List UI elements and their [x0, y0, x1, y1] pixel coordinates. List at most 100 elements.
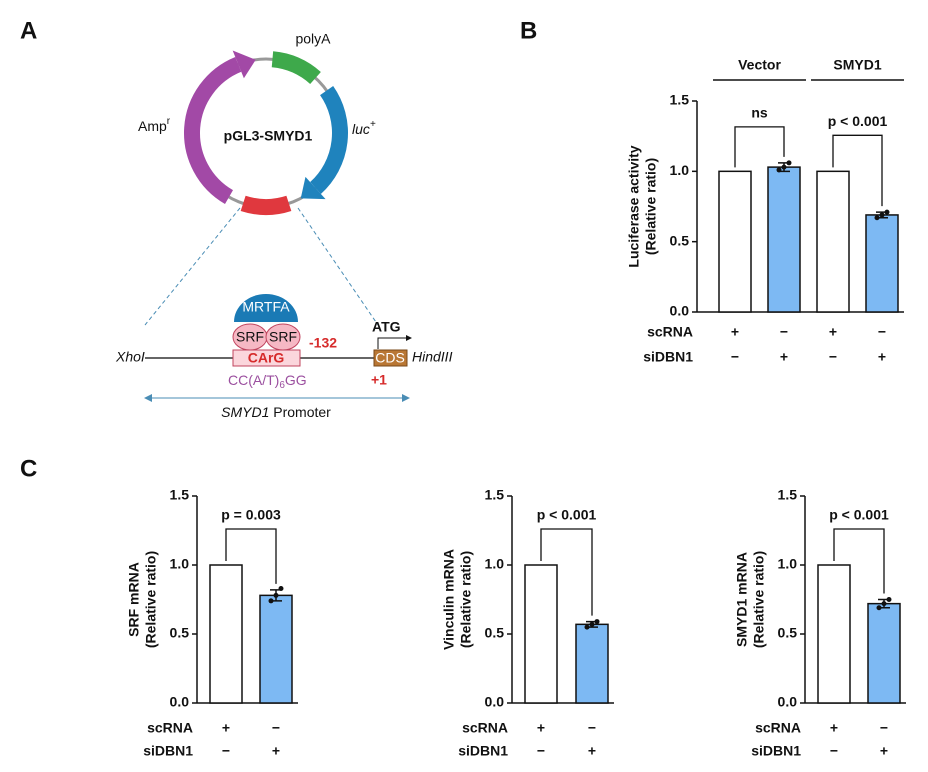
significance-bracket [540, 528, 593, 616]
y-axis-label: (Relative ratio) [143, 551, 159, 648]
condition-sign: + [272, 743, 280, 759]
label: polyA [295, 31, 331, 47]
condition-label: scRNA [755, 720, 801, 736]
significance-label: p < 0.001 [828, 113, 888, 129]
bar [816, 170, 850, 313]
y-axis-label: (Relative ratio) [458, 551, 474, 648]
condition-label: siDBN1 [458, 743, 508, 759]
label: Ampr [138, 116, 171, 134]
bar [209, 564, 243, 704]
condition-label: siDBN1 [143, 743, 193, 759]
condition-sign: + [588, 743, 596, 759]
label: SMYD1 Promoter [221, 404, 331, 420]
condition-sign: − [272, 720, 280, 736]
data-point [876, 605, 882, 611]
condition-sign: + [222, 720, 230, 736]
y-tick-label: 0.5 [170, 625, 190, 641]
label: luc [352, 121, 370, 137]
y-tick-label: 0.0 [485, 694, 505, 710]
label: 6 [279, 380, 285, 391]
data-point [776, 167, 782, 173]
y-tick-label: 1.0 [485, 556, 505, 572]
y-axis-label: Vinculin mRNA [441, 549, 457, 650]
condition-sign: − [780, 324, 788, 340]
y-tick-label: 1.5 [485, 487, 505, 503]
condition-sign: + [537, 720, 545, 736]
label: -132 [309, 335, 337, 351]
group-label: SMYD1 [833, 57, 881, 73]
y-tick-label: 1.5 [670, 92, 690, 108]
y-tick-label: 0.5 [485, 625, 505, 641]
y-tick-label: 1.5 [778, 487, 798, 503]
label: +1 [371, 372, 387, 388]
zoom-line [297, 207, 379, 326]
y-axis-label: SMYD1 mRNA [734, 552, 750, 647]
data-point [589, 621, 595, 627]
panel-label: C [20, 455, 37, 482]
condition-sign: + [731, 324, 739, 340]
plasmid-map [184, 50, 348, 215]
bar [867, 602, 901, 704]
significance-bracket [833, 528, 885, 594]
condition-sign: + [878, 349, 886, 365]
bar [718, 170, 752, 313]
label: CDS [375, 350, 405, 366]
data-point [278, 585, 284, 591]
promoter-segment [240, 195, 292, 215]
y-tick-label: 0.0 [670, 303, 690, 319]
bar [817, 564, 851, 704]
bar [524, 564, 558, 704]
label: luc+ [352, 119, 376, 137]
luc-segment [300, 176, 326, 200]
label: SRF [269, 329, 297, 345]
polya-segment [271, 51, 321, 85]
data-point [584, 624, 590, 630]
group-label: Vector [738, 57, 781, 73]
condition-label: scRNA [647, 324, 693, 340]
tss-arrow [406, 335, 412, 341]
data-point [879, 212, 885, 218]
tss-arrow [377, 337, 406, 349]
y-tick-label: 0.0 [170, 694, 190, 710]
y-tick-label: 0.0 [778, 694, 798, 710]
condition-sign: + [880, 743, 888, 759]
bar [259, 594, 293, 704]
label: GG [285, 372, 307, 388]
y-tick-label: 0.5 [670, 232, 690, 248]
zoom-line [144, 207, 241, 326]
condition-sign: − [222, 743, 230, 759]
label: HindIII [412, 349, 453, 365]
condition-sign: + [829, 324, 837, 340]
label: MRTFA [242, 299, 290, 315]
amp-segment [232, 50, 256, 79]
condition-label: siDBN1 [751, 743, 801, 759]
y-tick-label: 1.0 [170, 556, 190, 572]
data-point [268, 598, 274, 604]
significance-bracket [734, 126, 785, 168]
bar [767, 166, 801, 313]
luc-segment [309, 85, 348, 194]
amp-segment [184, 56, 242, 205]
data-point [594, 619, 600, 625]
significance-bracket [832, 134, 883, 207]
data-point [786, 160, 792, 166]
significance-label: p < 0.001 [537, 507, 597, 523]
data-point [881, 601, 887, 607]
condition-sign: + [780, 349, 788, 365]
bar [575, 623, 609, 704]
y-axis-label: SRF mRNA [126, 562, 142, 637]
condition-label: scRNA [147, 720, 193, 736]
bar [865, 214, 899, 313]
y-tick-label: 0.5 [778, 625, 798, 641]
data-point [886, 597, 892, 602]
y-axis-label: Luciferase activity [626, 145, 642, 267]
condition-sign: − [830, 743, 838, 759]
condition-label: siDBN1 [643, 349, 693, 365]
significance-label: p = 0.003 [221, 507, 281, 523]
panel-label: A [20, 17, 37, 44]
condition-sign: − [537, 743, 545, 759]
condition-sign: − [588, 720, 596, 736]
label: r [167, 116, 171, 127]
label: SMYD1 [221, 404, 269, 420]
